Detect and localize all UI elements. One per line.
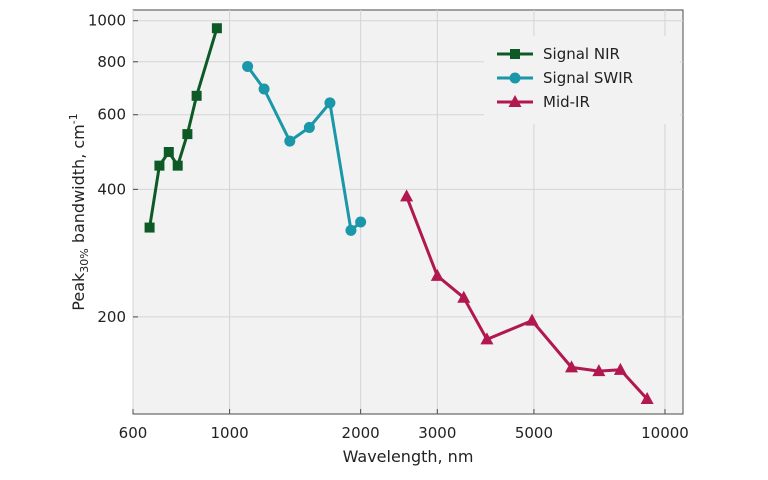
data-point-signal-swir — [324, 97, 336, 109]
data-point-mid-ir — [430, 268, 444, 281]
series-signal-nir — [144, 23, 222, 233]
x-axis-title: Wavelength, nm — [343, 447, 474, 466]
data-point-signal-nir — [163, 146, 174, 157]
series-signal-swir — [242, 60, 367, 236]
data-point-signal-swir — [242, 60, 254, 72]
data-point-signal-swir — [303, 121, 315, 133]
data-point-mid-ir — [565, 360, 579, 373]
legend-marker-signal-nir — [510, 49, 520, 59]
data-point-signal-nir — [154, 160, 165, 171]
legend-label-signal-nir: Signal NIR — [543, 45, 620, 63]
data-point-signal-nir — [182, 129, 193, 140]
y-tick-label: 600 — [97, 106, 126, 124]
series-mid-ir — [400, 189, 654, 405]
data-point-mid-ir — [480, 332, 494, 345]
data-point-mid-ir — [592, 364, 606, 377]
y-tick-label: 1000 — [88, 12, 126, 30]
legend-label-mid-ir: Mid-IR — [543, 93, 590, 111]
legend: Signal NIR Signal SWIR Mid-IR — [484, 36, 680, 124]
data-point-signal-swir — [258, 83, 270, 95]
x-tick-label: 3000 — [418, 424, 456, 442]
data-point-signal-swir — [345, 224, 357, 236]
x-tick-label: 600 — [119, 424, 148, 442]
x-tick-label: 1000 — [210, 424, 248, 442]
y-axis-title: Peak30% bandwidth, cm-1 — [67, 113, 91, 310]
data-point-signal-nir — [211, 23, 222, 34]
legend-label-signal-swir: Signal SWIR — [543, 69, 633, 87]
legend-marker-mid-ir — [508, 95, 522, 107]
y-tick-label: 400 — [97, 180, 126, 198]
data-point-mid-ir — [613, 362, 627, 375]
data-point-signal-swir — [284, 135, 296, 147]
data-point-signal-nir — [191, 90, 202, 101]
grid — [132, 10, 683, 414]
data-point-signal-swir — [355, 216, 367, 228]
data-point-signal-nir — [172, 160, 183, 171]
y-tick-label: 800 — [97, 53, 126, 71]
axes: 600 1000 2000 3000 5000 10000 200 400 600 800 1000 — [88, 12, 689, 442]
x-tick-label: 2000 — [342, 424, 380, 442]
data-point-mid-ir — [457, 290, 471, 303]
data-point-mid-ir — [525, 313, 539, 326]
data-point-mid-ir — [640, 392, 654, 405]
data-point-mid-ir — [400, 189, 414, 202]
legend-marker-signal-swir — [509, 72, 521, 84]
data-point-signal-nir — [144, 222, 155, 233]
x-tick-label: 5000 — [515, 424, 553, 442]
x-tick-label: 10000 — [641, 424, 689, 442]
y-tick-label: 200 — [97, 308, 126, 326]
series-layer — [144, 23, 654, 405]
